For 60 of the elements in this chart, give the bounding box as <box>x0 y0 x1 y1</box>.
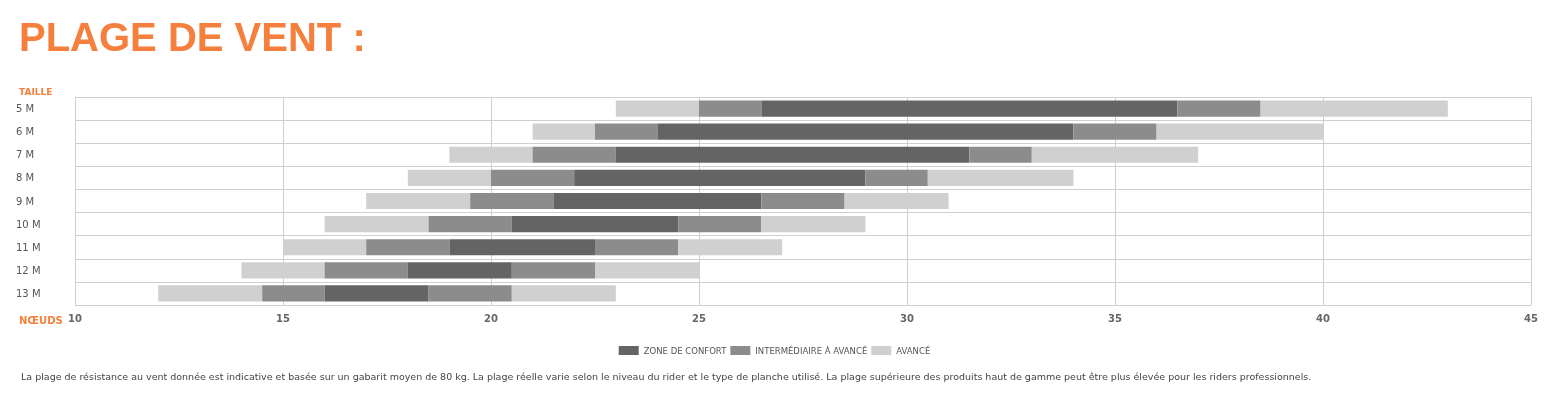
bar <box>1177 100 1261 117</box>
x-tick-label: 10 <box>68 312 82 324</box>
x-tick-label: 15 <box>276 312 290 324</box>
y-tick-label: 13 M <box>16 287 41 299</box>
legend-label: ZONE DE CONFORT <box>643 345 728 356</box>
text: La plage de résistance au vent donnée est indicative et basée sur un gabarit moyen de 80 kg. La plage réelle varie selon le niveau du rider et le type de planche utilisé. La plage supérieure des produits haut de gamme peut être plus élevée pour les riders professionnels. <box>21 370 1312 382</box>
chart-title: PLAGE DE VENT : <box>19 15 366 59</box>
bar <box>553 192 762 210</box>
x-tick-label: 45 <box>1524 312 1538 324</box>
bar <box>761 100 1178 117</box>
bar <box>511 285 616 302</box>
bar <box>511 262 595 279</box>
y-axis-title: TAILLE <box>19 86 53 97</box>
bar <box>1073 123 1157 140</box>
bar <box>449 239 595 256</box>
bar <box>615 146 970 163</box>
bar <box>366 239 450 256</box>
bar <box>761 216 866 233</box>
bar <box>595 123 658 140</box>
legend-label: INTERMÉDIAIRE À AVANCÉ <box>755 344 868 356</box>
bar <box>324 262 408 279</box>
bar <box>865 169 928 186</box>
y-tick-label: 8 M <box>16 172 35 184</box>
bar <box>428 216 512 233</box>
y-tick-label: 12 M <box>16 264 41 276</box>
bar <box>511 216 679 233</box>
bar <box>595 239 679 256</box>
bar <box>532 146 616 163</box>
bar <box>407 169 491 186</box>
bar <box>657 123 1074 140</box>
bar <box>262 285 325 302</box>
x-axis-title: NŒUDS <box>19 314 63 326</box>
bar <box>969 146 1032 163</box>
bar <box>324 216 429 233</box>
x-tick-label: 35 <box>1108 312 1122 324</box>
bar <box>615 100 699 117</box>
y-tick-label: 9 M <box>16 195 35 207</box>
x-tick-label: 20 <box>484 312 498 324</box>
bar <box>491 169 575 186</box>
bar <box>428 285 512 302</box>
bar <box>532 123 595 140</box>
y-tick-label: 7 M <box>16 149 35 161</box>
x-tick-label: 40 <box>1316 312 1330 324</box>
bar <box>366 192 471 210</box>
legend-label: AVANCÉ <box>896 344 931 356</box>
y-tick-label: 10 M <box>16 218 41 230</box>
bar <box>574 169 866 186</box>
y-tick-label: 6 M <box>16 126 35 138</box>
x-tick-label: 30 <box>900 312 914 324</box>
y-tick-label: 5 M <box>16 103 35 115</box>
bar <box>761 192 845 210</box>
bar <box>678 216 762 233</box>
bar <box>470 192 554 210</box>
bar <box>324 285 429 302</box>
bar <box>699 100 762 117</box>
bar <box>407 262 512 279</box>
bar <box>158 285 263 302</box>
x-tick-label: 25 <box>692 312 706 324</box>
bar <box>927 169 1074 186</box>
y-tick-label: 11 M <box>16 241 41 253</box>
